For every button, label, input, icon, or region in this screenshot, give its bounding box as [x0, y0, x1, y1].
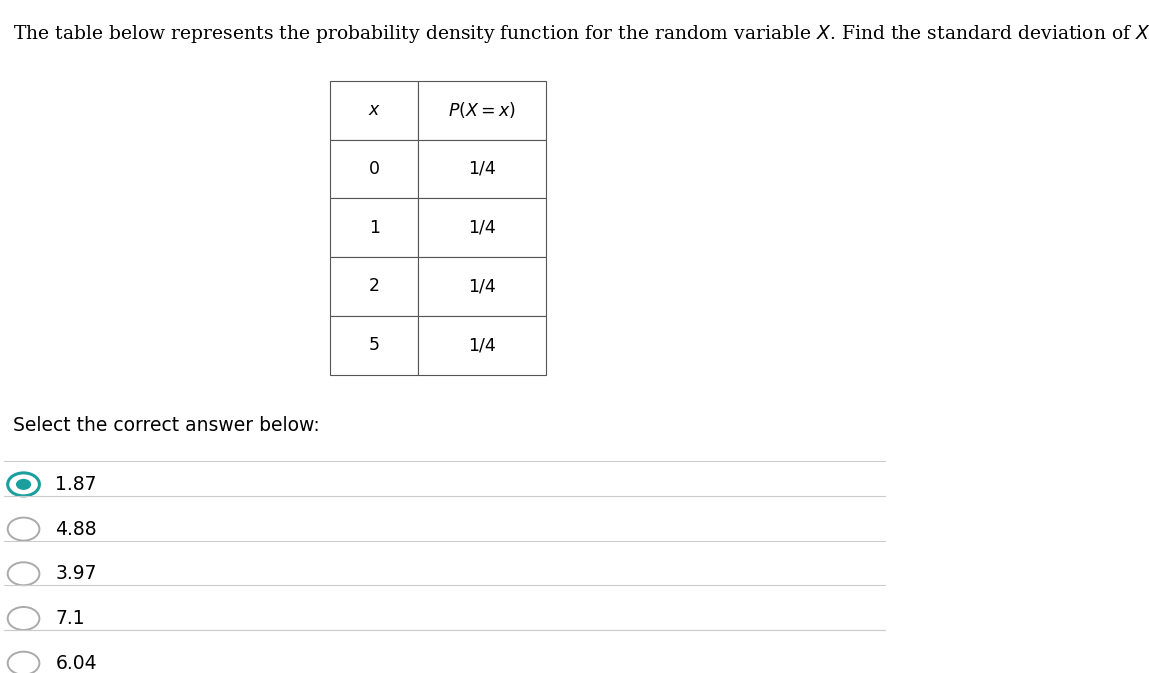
Bar	[418, 139, 546, 199]
Text: 1: 1	[369, 219, 379, 237]
Bar	[330, 199, 418, 257]
Text: 2: 2	[369, 277, 379, 295]
Text: 1/4: 1/4	[469, 219, 496, 237]
Circle shape	[8, 562, 39, 586]
Bar	[418, 81, 546, 139]
Text: 0: 0	[369, 160, 379, 178]
Text: $x$: $x$	[368, 101, 380, 119]
Text: 1/4: 1/4	[469, 336, 496, 354]
Circle shape	[8, 473, 39, 496]
Bar	[330, 139, 418, 199]
Circle shape	[8, 651, 39, 673]
Circle shape	[8, 607, 39, 630]
Text: $P(X = x)$: $P(X = x)$	[448, 100, 516, 120]
Bar	[330, 257, 418, 316]
Bar	[418, 316, 546, 375]
Text: 5: 5	[369, 336, 379, 354]
Text: 4.88: 4.88	[55, 520, 97, 538]
Circle shape	[16, 479, 31, 490]
Bar	[330, 81, 418, 139]
Text: 7.1: 7.1	[55, 609, 85, 628]
Bar	[330, 316, 418, 375]
Text: 6.04: 6.04	[55, 653, 97, 673]
Text: The table below represents the probability density function for the random varia: The table below represents the probabili…	[13, 24, 1149, 45]
Text: 1/4: 1/4	[469, 277, 496, 295]
Text: 1.87: 1.87	[55, 475, 97, 494]
Text: 3.97: 3.97	[55, 564, 97, 583]
Text: Select the correct answer below:: Select the correct answer below:	[13, 416, 319, 435]
Bar	[418, 199, 546, 257]
Text: 1/4: 1/4	[469, 160, 496, 178]
Bar	[418, 257, 546, 316]
Circle shape	[8, 518, 39, 540]
